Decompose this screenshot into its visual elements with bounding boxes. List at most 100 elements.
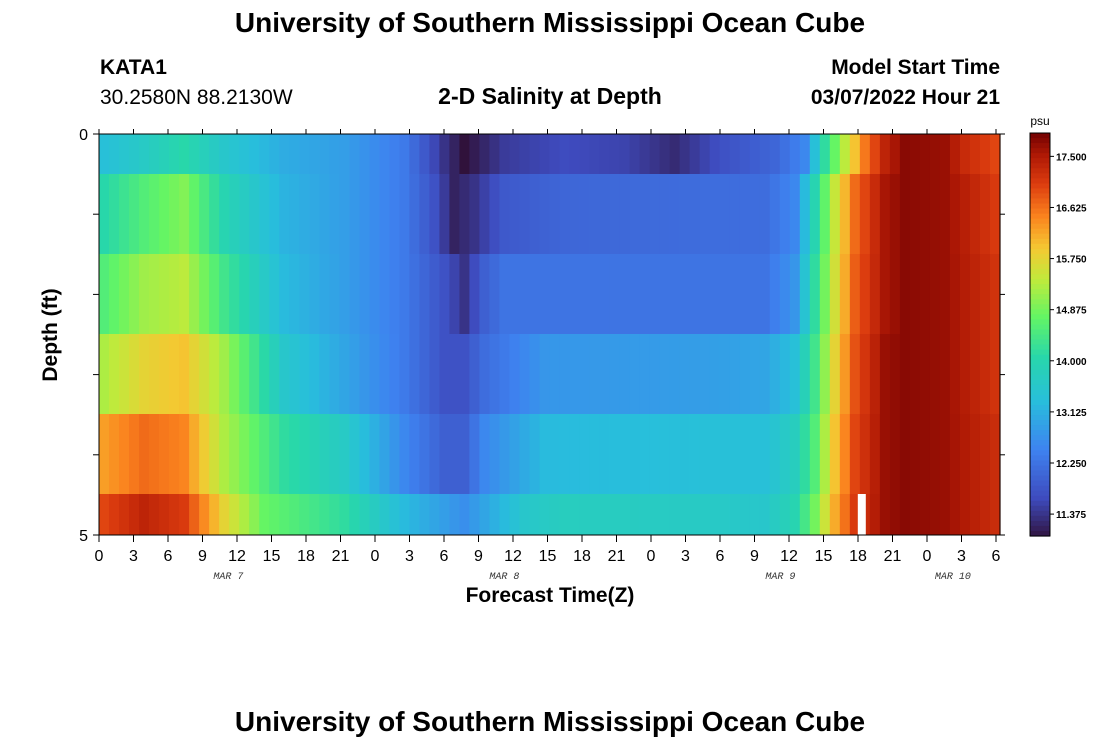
heatmap-cell: [499, 414, 511, 494]
heatmap-cell: [319, 414, 330, 494]
heatmap-cell: [899, 174, 911, 254]
heatmap-cell: [189, 414, 200, 494]
heatmap-cell: [889, 414, 901, 494]
heatmap-cell: [629, 174, 641, 254]
x-tick-label: 3: [957, 548, 966, 565]
page-title: University of Southern Mississippi Ocean…: [234, 7, 866, 38]
heatmap-cell: [659, 254, 671, 334]
heatmap-cell: [169, 494, 180, 535]
x-tick-label: 0: [95, 548, 104, 565]
heatmap-cell: [399, 134, 410, 174]
heatmap-cell: [869, 174, 881, 254]
heatmap-cell: [589, 254, 601, 334]
heatmap-cell: [109, 494, 120, 535]
station-id: KATA1: [100, 56, 167, 79]
colorbar-tick-label: 13.125: [1056, 408, 1087, 419]
heatmap-cell: [419, 414, 430, 494]
colorbar-segment: [1030, 193, 1050, 200]
heatmap-cell: [789, 134, 801, 174]
heatmap-cell: [539, 334, 551, 414]
heatmap-cell: [589, 414, 601, 494]
heatmap-cell: [149, 134, 160, 174]
heatmap-cell: [749, 174, 761, 254]
heatmap-cell: [769, 414, 781, 494]
heatmap-cell: [709, 134, 721, 174]
heatmap-cell: [439, 334, 450, 414]
heatmap-cell: [399, 174, 410, 254]
heatmap-cell: [369, 334, 380, 414]
model-start-label: Model Start Time: [831, 56, 1000, 79]
heatmap-cell: [709, 174, 721, 254]
colorbar-segment: [1030, 208, 1050, 215]
colorbar-segment: [1030, 364, 1050, 371]
heatmap-cell: [289, 494, 300, 535]
heatmap-cell: [549, 134, 561, 174]
heatmap-cell: [229, 494, 240, 535]
heatmap-cell: [699, 414, 711, 494]
heatmap-cell: [249, 334, 260, 414]
heatmap-cell: [689, 494, 701, 535]
heatmap-cell: [289, 334, 300, 414]
heatmap-cell: [969, 414, 981, 494]
heatmap-cell: [719, 134, 731, 174]
footer-title: University of Southern Mississippi Ocean…: [234, 706, 866, 737]
heatmap-cell: [829, 174, 841, 254]
heatmap-cell: [659, 134, 671, 174]
heatmap-cell: [719, 254, 731, 334]
heatmap-cell: [699, 334, 711, 414]
heatmap-cell: [219, 174, 230, 254]
colorbar-segment: [1030, 379, 1050, 386]
heatmap-cell: [799, 414, 811, 494]
heatmap-cell: [489, 494, 501, 535]
heatmap-cell: [849, 414, 861, 494]
heatmap-cell: [769, 254, 781, 334]
colorbar-segment: [1030, 319, 1050, 326]
heatmap-cell: [189, 254, 200, 334]
heatmap-cell: [99, 134, 110, 174]
heatmap-cell: [479, 174, 491, 254]
heatmap-cell: [679, 134, 691, 174]
heatmap-cell: [829, 334, 841, 414]
heatmap-cell: [759, 254, 771, 334]
heatmap-cell: [649, 134, 661, 174]
heatmap-cell: [839, 334, 851, 414]
heatmap-cell: [549, 174, 561, 254]
heatmap-cell: [369, 254, 380, 334]
colorbar-segment: [1030, 354, 1050, 361]
heatmap-cell: [809, 494, 821, 535]
heatmap-cell: [959, 414, 971, 494]
heatmap-cell: [199, 174, 210, 254]
heatmap-cell: [909, 494, 921, 535]
heatmap-cell: [179, 494, 190, 535]
heatmap-cell: [739, 334, 751, 414]
heatmap-cell: [159, 134, 170, 174]
heatmap-cell: [869, 494, 881, 535]
heatmap-cell: [579, 414, 591, 494]
heatmap-cell: [359, 174, 370, 254]
heatmap-cell: [349, 174, 360, 254]
heatmap-cell: [609, 494, 621, 535]
heatmap-cell: [309, 254, 320, 334]
heatmap-cell: [659, 494, 671, 535]
heatmap-cell: [829, 494, 841, 535]
colorbar-segment: [1030, 339, 1050, 346]
colorbar-segment: [1030, 470, 1050, 477]
heatmap-cell: [939, 334, 951, 414]
heatmap-cell: [129, 414, 140, 494]
heatmap-cell: [819, 134, 831, 174]
heatmap-cell: [559, 174, 571, 254]
heatmap-cell: [239, 174, 250, 254]
heatmap-cell: [249, 494, 260, 535]
heatmap-cell: [869, 254, 881, 334]
colorbar-segment: [1030, 430, 1050, 436]
heatmap-cell: [159, 414, 170, 494]
colorbar-segment: [1030, 520, 1050, 527]
heatmap-cell: [169, 414, 180, 494]
heatmap-cell: [889, 134, 901, 174]
heatmap-cell: [449, 494, 460, 535]
heatmap-cell: [189, 174, 200, 254]
heatmap-cell: [199, 134, 210, 174]
heatmap-cell: [249, 134, 260, 174]
colorbar-segment: [1030, 183, 1050, 190]
heatmap-cell: [759, 414, 771, 494]
